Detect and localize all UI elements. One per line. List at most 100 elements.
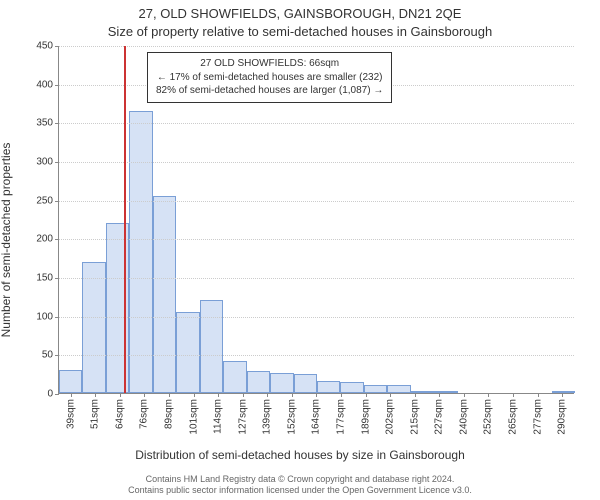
y-tick-label: 200 [36,234,53,245]
footer-line2: Contains public sector information licen… [0,485,600,496]
x-tick-mark [218,393,219,397]
x-tick-label: 265sqm [507,399,518,435]
x-tick-mark [439,393,440,397]
histogram-bar [106,223,129,393]
x-tick-mark [243,393,244,397]
y-tick-label: 350 [36,118,53,129]
histogram-bar [552,391,575,393]
x-tick-label: 64sqm [114,399,125,429]
x-tick-mark [341,393,342,397]
footer-text: Contains HM Land Registry data © Crown c… [0,474,600,497]
x-tick-mark [144,393,145,397]
y-gridline [59,162,574,163]
x-tick-label: 39sqm [65,399,76,429]
x-tick-label: 152sqm [286,399,297,435]
annotation-line2: ← 17% of semi-detached houses are smalle… [156,71,383,85]
y-tick-mark [55,394,59,395]
reference-line [124,46,126,393]
x-tick-mark [292,393,293,397]
annotation-line1: 27 OLD SHOWFIELDS: 66sqm [156,57,383,71]
y-tick-label: 300 [36,157,53,168]
x-tick-label: 127sqm [237,399,248,435]
x-tick-label: 139sqm [262,399,273,435]
y-axis-label: Number of semi-detached properties [0,143,13,338]
histogram-bar [270,373,293,393]
x-tick-mark [562,393,563,397]
y-tick-mark [55,355,59,356]
histogram-bar [434,391,457,393]
histogram-bar [59,370,82,393]
x-tick-mark [194,393,195,397]
x-tick-label: 252sqm [483,399,494,435]
y-gridline [59,355,574,356]
y-tick-mark [55,201,59,202]
y-tick-label: 50 [42,350,53,361]
y-tick-label: 100 [36,311,53,322]
histogram-bar [223,361,246,393]
y-tick-mark [55,85,59,86]
x-tick-mark [488,393,489,397]
x-tick-mark [415,393,416,397]
y-gridline [59,278,574,279]
x-tick-label: 189sqm [360,399,371,435]
x-tick-mark [120,393,121,397]
histogram-bar [200,300,223,393]
y-gridline [59,46,574,47]
annotation-line3: 82% of semi-detached houses are larger (… [156,84,383,98]
x-tick-label: 177sqm [335,399,346,435]
x-tick-mark [464,393,465,397]
y-gridline [59,317,574,318]
x-tick-label: 215sqm [409,399,420,435]
x-tick-mark [513,393,514,397]
y-gridline [59,239,574,240]
x-tick-label: 227sqm [434,399,445,435]
y-tick-mark [55,239,59,240]
histogram-bar [153,196,176,393]
y-tick-mark [55,162,59,163]
x-tick-label: 89sqm [164,399,175,429]
y-tick-label: 450 [36,41,53,52]
y-tick-mark [55,123,59,124]
y-tick-label: 250 [36,195,53,206]
chart-title-line1: 27, OLD SHOWFIELDS, GAINSBOROUGH, DN21 2… [0,6,600,21]
y-tick-label: 150 [36,273,53,284]
x-tick-label: 164sqm [311,399,322,435]
x-tick-mark [316,393,317,397]
x-tick-label: 202sqm [385,399,396,435]
x-tick-mark [71,393,72,397]
x-tick-label: 114sqm [213,399,224,434]
histogram-bar [294,374,317,393]
x-tick-label: 51sqm [90,399,101,429]
y-tick-label: 400 [36,79,53,90]
annotation-box: 27 OLD SHOWFIELDS: 66sqm ← 17% of semi-d… [147,52,392,103]
histogram-bar [387,385,410,393]
x-tick-label: 277sqm [532,399,543,435]
y-gridline [59,123,574,124]
y-tick-mark [55,317,59,318]
x-tick-label: 240sqm [458,399,469,435]
histogram-bar [176,312,199,393]
histogram-bar [364,385,387,393]
x-axis-label: Distribution of semi-detached houses by … [0,448,600,462]
histogram-bar [340,382,363,393]
x-tick-mark [95,393,96,397]
x-tick-label: 290sqm [557,399,568,435]
x-tick-label: 101sqm [188,399,199,435]
histogram-bar [129,111,152,393]
x-tick-mark [390,393,391,397]
y-tick-mark [55,46,59,47]
histogram-bar [82,262,105,393]
histogram-bar [247,371,270,393]
chart-title-line2: Size of property relative to semi-detach… [0,24,600,39]
x-tick-mark [366,393,367,397]
y-tick-label: 0 [47,389,53,400]
x-tick-mark [538,393,539,397]
histogram-plot-area: 05010015020025030035040045039sqm51sqm64s… [58,46,574,394]
x-tick-mark [267,393,268,397]
y-tick-mark [55,278,59,279]
footer-line1: Contains HM Land Registry data © Crown c… [0,474,600,485]
x-tick-mark [169,393,170,397]
histogram-bar [317,381,340,393]
y-gridline [59,201,574,202]
x-tick-label: 76sqm [139,399,150,429]
